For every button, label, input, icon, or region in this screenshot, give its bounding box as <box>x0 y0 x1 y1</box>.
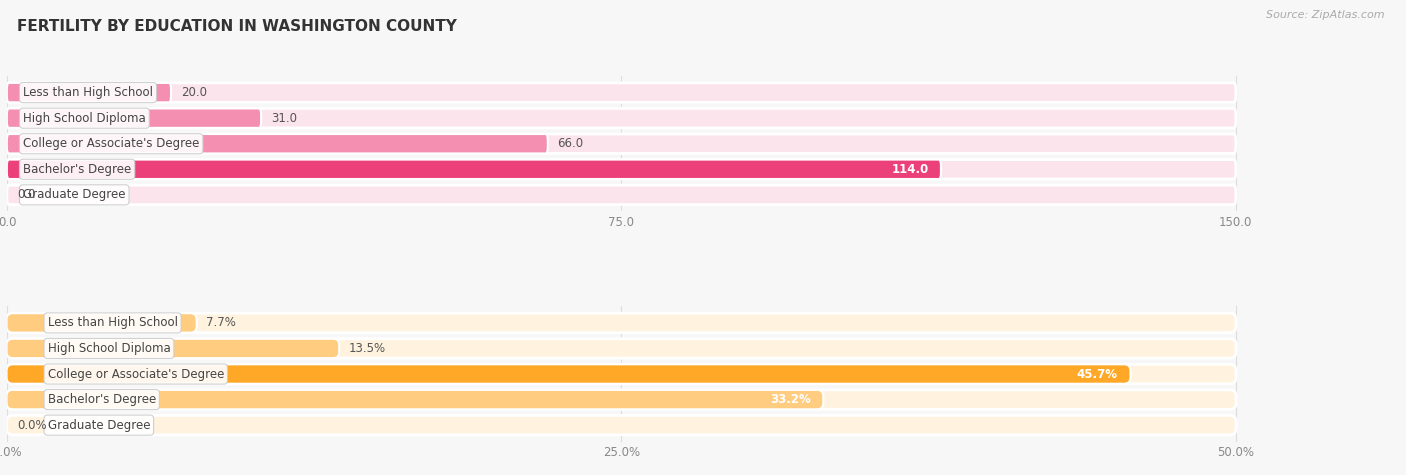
Text: Less than High School: Less than High School <box>22 86 153 99</box>
Text: 114.0: 114.0 <box>891 163 928 176</box>
FancyBboxPatch shape <box>7 160 941 179</box>
Text: Bachelor's Degree: Bachelor's Degree <box>22 163 131 176</box>
Text: Graduate Degree: Graduate Degree <box>22 189 125 201</box>
Text: 7.7%: 7.7% <box>207 316 236 329</box>
FancyBboxPatch shape <box>7 339 1236 358</box>
FancyBboxPatch shape <box>7 134 1236 153</box>
FancyBboxPatch shape <box>7 364 1130 384</box>
Text: 13.5%: 13.5% <box>349 342 385 355</box>
FancyBboxPatch shape <box>7 416 1236 435</box>
FancyBboxPatch shape <box>7 83 1236 102</box>
Text: 20.0: 20.0 <box>181 86 207 99</box>
FancyBboxPatch shape <box>7 108 262 128</box>
Text: High School Diploma: High School Diploma <box>48 342 170 355</box>
Text: 45.7%: 45.7% <box>1077 368 1118 380</box>
Text: 0.0: 0.0 <box>17 189 35 201</box>
Text: 33.2%: 33.2% <box>770 393 810 406</box>
Text: Graduate Degree: Graduate Degree <box>48 418 150 432</box>
Text: College or Associate's Degree: College or Associate's Degree <box>48 368 224 380</box>
Text: 31.0: 31.0 <box>271 112 297 124</box>
FancyBboxPatch shape <box>7 313 1236 332</box>
FancyBboxPatch shape <box>7 364 1236 384</box>
Text: Less than High School: Less than High School <box>48 316 177 329</box>
Text: 66.0: 66.0 <box>557 137 583 150</box>
FancyBboxPatch shape <box>7 134 548 153</box>
Text: High School Diploma: High School Diploma <box>22 112 146 124</box>
Text: Bachelor's Degree: Bachelor's Degree <box>48 393 156 406</box>
FancyBboxPatch shape <box>7 390 824 409</box>
FancyBboxPatch shape <box>7 185 1236 205</box>
Text: 0.0%: 0.0% <box>17 418 46 432</box>
FancyBboxPatch shape <box>7 313 197 332</box>
FancyBboxPatch shape <box>7 339 339 358</box>
Text: Source: ZipAtlas.com: Source: ZipAtlas.com <box>1267 10 1385 19</box>
Text: College or Associate's Degree: College or Associate's Degree <box>22 137 200 150</box>
Text: FERTILITY BY EDUCATION IN WASHINGTON COUNTY: FERTILITY BY EDUCATION IN WASHINGTON COU… <box>17 19 457 34</box>
FancyBboxPatch shape <box>7 83 172 102</box>
FancyBboxPatch shape <box>7 160 1236 179</box>
FancyBboxPatch shape <box>7 108 1236 128</box>
FancyBboxPatch shape <box>7 390 1236 409</box>
